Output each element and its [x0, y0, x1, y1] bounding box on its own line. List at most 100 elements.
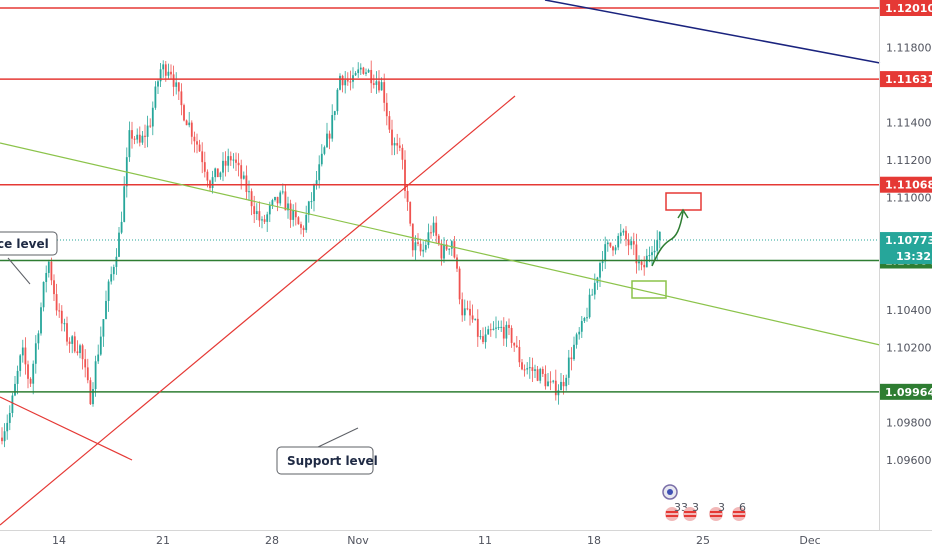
- candle-body: [32, 363, 35, 384]
- candle-body: [432, 222, 435, 233]
- candle-body: [570, 357, 573, 360]
- candle-body: [206, 171, 209, 181]
- price-badge: [880, 176, 932, 193]
- x-tick-label: Nov: [347, 534, 369, 547]
- candle-body: [162, 64, 165, 70]
- candle-body: [71, 336, 74, 344]
- candle-body: [458, 268, 461, 300]
- candle-body: [37, 333, 40, 344]
- candle-body: [398, 145, 401, 148]
- candle-body: [534, 369, 536, 371]
- candle-body: [105, 300, 107, 320]
- candle-body: [640, 261, 643, 265]
- candle-body: [479, 336, 482, 338]
- price-badges: 1.120101.116311.110681.106641.099641.107…: [880, 0, 932, 400]
- candle-body: [401, 147, 404, 160]
- candle-body: [370, 69, 373, 84]
- price-badge-label: 1.11631: [885, 73, 932, 86]
- candle-body: [159, 69, 162, 82]
- candle-body: [175, 82, 178, 87]
- candle-body: [365, 72, 367, 74]
- candle-body: [375, 81, 378, 85]
- candle-body: [81, 345, 84, 360]
- candle-body: [229, 156, 232, 161]
- event-globe-inner: [667, 489, 673, 495]
- candle-body: [287, 203, 289, 211]
- candle-body: [310, 201, 313, 203]
- candle-body: [349, 81, 352, 83]
- drawings-layer: [0, 0, 881, 526]
- candle-body: [16, 370, 19, 384]
- candle-body: [170, 71, 172, 75]
- candle-body: [19, 355, 22, 371]
- candle-body: [216, 168, 219, 178]
- candle-body: [645, 255, 648, 268]
- price-badge: [880, 71, 932, 88]
- candle-body: [300, 224, 302, 228]
- candle-body: [396, 143, 399, 146]
- trendline-red-ascending: [0, 95, 516, 526]
- candle-body: [495, 327, 497, 329]
- candle-body: [318, 164, 321, 181]
- x-tick-label: 14: [52, 534, 66, 547]
- candle-body: [417, 242, 419, 244]
- candle-body: [653, 250, 656, 253]
- candle-body: [336, 89, 339, 112]
- candle-body: [562, 381, 565, 387]
- candle-body: [609, 242, 612, 247]
- candle-body: [136, 134, 139, 140]
- candle-body: [198, 144, 201, 152]
- candle-body: [362, 67, 365, 74]
- candle-body: [263, 219, 266, 222]
- support-callout-box: [276, 446, 374, 475]
- x-tick-label: Dec: [799, 534, 820, 547]
- candle-body: [146, 125, 149, 137]
- candle-body: [346, 80, 349, 82]
- candle-body: [323, 147, 326, 154]
- candle-body: [487, 329, 490, 335]
- candle-body: [151, 107, 154, 127]
- candle-body: [281, 191, 284, 193]
- x-tick-label: 28: [265, 534, 279, 547]
- price-axis[interactable]: 1.09600 1.09800 1.10200 1.10400 1.11000 1.112…: [886, 41, 932, 467]
- candle-body: [53, 280, 55, 295]
- candle-body: [497, 327, 500, 329]
- candle-body: [123, 186, 126, 222]
- candle-body: [463, 308, 466, 316]
- time-axis[interactable]: 14 21 28 Nov 11 18 25 Dec: [52, 534, 821, 547]
- candle-body: [42, 281, 45, 308]
- candle-body: [79, 345, 81, 354]
- candle-body: [50, 261, 53, 281]
- x-tick-label: 21: [156, 534, 170, 547]
- candle-body: [339, 75, 341, 90]
- candle-body: [333, 111, 336, 116]
- resistance-callout: ce level: [0, 231, 58, 285]
- candle-body: [232, 159, 235, 161]
- candle-body: [203, 162, 206, 172]
- candle-body: [235, 159, 237, 163]
- candle-body: [632, 241, 635, 245]
- candle-body: [500, 326, 503, 328]
- candle-body: [185, 120, 188, 126]
- candle-body: [8, 412, 11, 423]
- entry-zone-box: [631, 280, 667, 299]
- candle-body: [625, 230, 627, 240]
- candle-body: [406, 190, 409, 202]
- candle-body: [593, 282, 596, 295]
- candle-body: [110, 274, 113, 282]
- event-count-2: 3: [692, 501, 699, 514]
- candle-body: [27, 364, 29, 379]
- candle-body: [617, 235, 620, 248]
- candle-body: [599, 263, 601, 278]
- candle-body: [567, 357, 570, 378]
- candle-body: [557, 390, 560, 396]
- event-count-4: 6: [739, 501, 746, 514]
- candle-body: [164, 64, 167, 76]
- candle-body: [326, 133, 328, 148]
- candle-body: [261, 219, 263, 221]
- candle-body: [3, 431, 6, 442]
- candle-body: [284, 191, 287, 211]
- candle-body: [224, 160, 227, 166]
- candle-body: [297, 217, 300, 225]
